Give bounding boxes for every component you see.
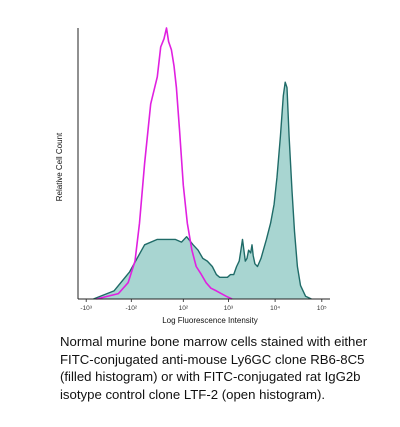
figure-caption: Normal murine bone marrow cells stained … [60,334,368,402]
x-tick-label: 10³ [224,305,234,312]
histogram-chart: -10³ -10² 10² 10³ 10⁴ 10⁵ Log Fluorescence In… [55,27,330,325]
filled-histogram-outline [93,81,312,300]
x-tick-label: -10³ [80,305,92,312]
x-tick-label: 10² [179,305,189,312]
x-tick-label: 10⁴ [270,305,280,312]
x-axis-title: Log Fluorescence Intensity [162,316,258,325]
x-tick-layer: -10³ -10² 10² 10³ 10⁴ 10⁵ [80,299,327,312]
y-axis-title: Relative Cell Count [55,132,64,201]
x-tick-label: 10⁵ [317,305,327,312]
x-tick-label: -10² [126,305,138,312]
series-layer [93,27,312,300]
open-histogram-line [96,27,233,300]
filled-histogram-area [93,82,312,299]
